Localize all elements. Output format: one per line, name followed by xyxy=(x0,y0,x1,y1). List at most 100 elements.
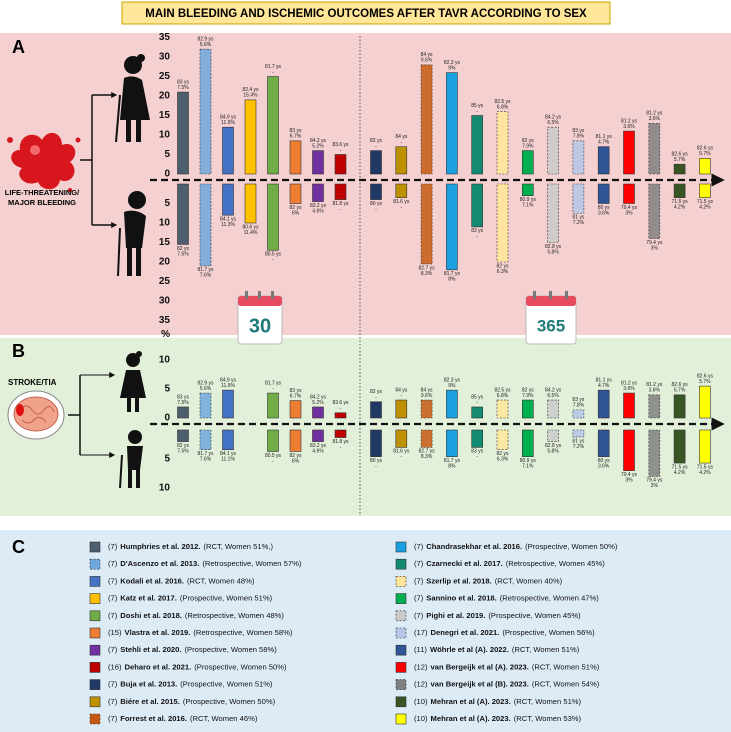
legend-author: Sannino et al. 2018. xyxy=(426,594,496,603)
bar xyxy=(471,115,484,175)
bar-note: 81.7 ys xyxy=(197,267,214,273)
calendar-label: 365 xyxy=(537,316,565,335)
bar-note: 3.6% xyxy=(598,464,610,470)
bar xyxy=(471,406,484,419)
bar-note: 82 ys xyxy=(522,138,534,144)
bar xyxy=(420,399,433,419)
bar xyxy=(699,158,711,175)
bar-note: 7.9% xyxy=(522,143,534,149)
legend-ref: (7) xyxy=(108,594,118,603)
bar-note: 81 ys xyxy=(572,215,584,221)
bar-note: 82.9 ys xyxy=(197,37,214,43)
y-tick-label: 25 xyxy=(159,276,171,287)
bar xyxy=(623,130,635,175)
bar-note: 71.5 ys xyxy=(672,464,689,470)
legend-entry: (7) Szerlip et al. 2018. (RCT, Women 40%) xyxy=(414,576,563,585)
bar xyxy=(547,183,559,243)
bar xyxy=(267,183,279,251)
bar-note: 80 ys xyxy=(370,201,382,207)
bar-note: 7.5% xyxy=(177,448,189,454)
bar-note: 80.5 ys xyxy=(265,252,282,258)
legend-author: Czarnecki et al. 2017. xyxy=(426,559,502,568)
bar xyxy=(395,399,408,419)
bar-note: 84.2 ys xyxy=(545,115,562,121)
y-tick-label: 5 xyxy=(164,149,170,160)
bar xyxy=(420,429,433,448)
bar-note: 79.4 ys xyxy=(646,240,663,246)
bar-note: 83 ys xyxy=(290,388,302,394)
legend-entry: (7) Sannino et al. 2018. (Retrospective, W… xyxy=(414,594,599,603)
bar-note: 82.7 ys xyxy=(419,265,436,271)
bar xyxy=(177,91,189,175)
bar-note: 83 ys xyxy=(572,397,584,403)
bar-note: 81.7 ys xyxy=(265,380,282,386)
bar-note: 83.2 ys xyxy=(310,203,327,209)
legend-entry: (12) van Bergeijk et al (A). 2023. (RCT, W… xyxy=(414,662,600,671)
legend-detail: (Retrospective, Women 45%) xyxy=(506,559,606,568)
bar-note: 85 ys xyxy=(471,103,483,109)
y-tick-label: 15 xyxy=(159,237,171,248)
bar-note: 7.9% xyxy=(522,393,534,399)
bar-note: 5.7% xyxy=(674,388,686,394)
legend-ref: (7) xyxy=(108,559,118,568)
bar-note: - xyxy=(400,204,402,210)
legend-detail: (Prospective, Women 45%) xyxy=(488,611,581,620)
bar-note: 3% xyxy=(625,477,633,483)
legend-ref: (15) xyxy=(108,628,122,637)
bar-note: 82.6 ys xyxy=(697,146,714,152)
legend-detail: (Prospective, Women 51%) xyxy=(180,680,273,689)
panel-letter: C xyxy=(12,537,25,557)
bar-note: 81.2 ys xyxy=(621,380,638,386)
legend-swatch xyxy=(89,662,101,673)
bar xyxy=(496,111,509,175)
bar xyxy=(267,392,279,419)
bar-note: 6.7% xyxy=(290,393,302,399)
legend-entry: (7) Stehli et al. 2020. (Prospective, Wome… xyxy=(108,645,277,654)
man-icon xyxy=(117,191,146,277)
legend-detail: (RCT, Women 40%) xyxy=(495,576,563,585)
bar-note: - xyxy=(476,400,478,406)
bar xyxy=(312,183,324,202)
bar-note: - xyxy=(340,406,342,412)
bar-note: 82.8 ys xyxy=(545,443,562,449)
bar-note: 7.2% xyxy=(573,444,585,450)
bar xyxy=(623,183,635,204)
bar-note: 9% xyxy=(448,383,456,389)
bar xyxy=(572,429,585,438)
bar-note: 71.5 ys xyxy=(697,199,714,205)
bar xyxy=(244,183,257,224)
bar-note: 5.2% xyxy=(312,400,324,406)
bar-note: 71.5 ys xyxy=(697,464,714,470)
legend-swatch xyxy=(395,558,407,570)
legend-entry: (7) Czarnecki et al. 2017. (Retrospective,… xyxy=(414,559,605,568)
bar-note: 7.6% xyxy=(200,273,212,279)
bar-note: 6.3% xyxy=(497,269,509,275)
legend-ref: (7) xyxy=(108,645,118,654)
legend-author: Katz et al. 2017. xyxy=(120,594,177,603)
bar-note: 82.6 ys xyxy=(672,382,689,388)
bar xyxy=(572,140,585,175)
bar-note: 5.7% xyxy=(674,157,686,163)
bar-note: 15.4% xyxy=(243,93,258,99)
bar xyxy=(370,429,382,457)
legend-swatch xyxy=(395,644,407,656)
bar xyxy=(496,183,509,263)
bar-note: 84 ys xyxy=(395,134,407,140)
unit-label: % xyxy=(161,329,170,340)
bar-note: 6.8% xyxy=(497,393,509,399)
bar-note: - xyxy=(272,69,274,75)
legend-author: Forrest et al. 2016. xyxy=(120,714,187,723)
legend-author: Humphries et al. 2012. xyxy=(120,542,200,551)
bar-note: 3.6% xyxy=(649,116,661,122)
bar-note: 82 ys xyxy=(290,205,302,211)
bar-note: - xyxy=(272,458,274,464)
legend-author: D'Ascenzo et al. 2013. xyxy=(120,559,199,568)
legend-detail: (RCT, Women 54%) xyxy=(532,680,600,689)
legend-detail: (RCT, Women 51%,) xyxy=(203,542,273,551)
bar-note: 82 ys xyxy=(177,246,189,252)
bar-note: 82.6 ys xyxy=(697,373,714,379)
bar-note: 81 ys xyxy=(572,438,584,444)
bar-note: 6.8% xyxy=(497,104,509,110)
y-tick-label: 5 xyxy=(164,454,170,465)
bar-note: 11.1% xyxy=(221,457,235,463)
